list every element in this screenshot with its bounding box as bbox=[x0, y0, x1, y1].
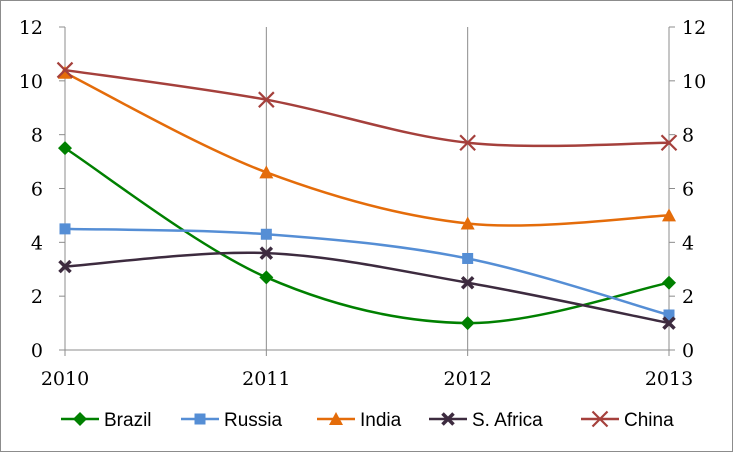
x-tick-label: 2013 bbox=[645, 368, 693, 390]
data-point-russia bbox=[462, 252, 474, 264]
y-tick-label-right: 12 bbox=[682, 17, 706, 39]
legend-label: Russia bbox=[224, 410, 283, 431]
data-point-russia bbox=[663, 309, 675, 321]
legend-item-china: China bbox=[581, 410, 674, 431]
y-tick-label-left: 10 bbox=[19, 71, 43, 93]
legend-label: China bbox=[624, 410, 674, 431]
x-tick-label: 2010 bbox=[41, 368, 89, 390]
y-tick-label-right: 6 bbox=[682, 179, 694, 201]
data-point-india bbox=[259, 165, 274, 179]
data-point-brazil bbox=[662, 275, 676, 290]
legend-item-russia: Russia bbox=[181, 410, 283, 431]
legend-item-brazil: Brazil bbox=[61, 410, 152, 431]
data-point-brazil bbox=[259, 270, 274, 285]
legend-label: S. Africa bbox=[472, 410, 543, 431]
data-point-s-africa bbox=[460, 275, 475, 290]
legend-marker bbox=[441, 412, 455, 426]
data-point-russia bbox=[260, 228, 272, 240]
data-point-china bbox=[258, 91, 275, 108]
y-tick-label-right: 2 bbox=[682, 286, 694, 308]
data-point-brazil bbox=[460, 316, 475, 331]
data-point-s-africa bbox=[259, 246, 274, 260]
data-point-s-africa bbox=[58, 259, 72, 274]
y-tick-label-left: 8 bbox=[31, 125, 43, 147]
y-tick-label-right: 8 bbox=[682, 125, 694, 147]
y-tick-label-left: 6 bbox=[31, 179, 43, 201]
data-point-india bbox=[460, 216, 475, 230]
legend-marker bbox=[194, 413, 206, 425]
legend-label: Brazil bbox=[104, 410, 152, 431]
x-tick-label: 2011 bbox=[242, 368, 290, 390]
x-tick-label: 2012 bbox=[443, 368, 491, 390]
series-line-s-africa bbox=[64, 251, 670, 325]
y-tick-label-left: 4 bbox=[31, 232, 43, 254]
legend-marker bbox=[329, 412, 343, 425]
series-line-india bbox=[64, 71, 670, 227]
data-point-brazil bbox=[58, 141, 72, 156]
y-tick-label-left: 12 bbox=[19, 17, 43, 39]
legend-label: India bbox=[360, 410, 402, 431]
data-point-russia bbox=[59, 223, 71, 235]
legend-marker bbox=[73, 412, 87, 426]
y-tick-label-right: 4 bbox=[682, 232, 694, 254]
legend-item-india: India bbox=[317, 410, 402, 431]
data-point-china bbox=[56, 61, 74, 79]
series-line-brazil bbox=[64, 147, 670, 325]
data-point-china bbox=[660, 134, 678, 152]
data-point-s-africa bbox=[662, 316, 676, 330]
y-tick-label-left: 0 bbox=[31, 340, 43, 362]
legend-item-s-africa: S. Africa bbox=[429, 410, 543, 431]
data-point-china bbox=[459, 134, 476, 152]
series-line-china bbox=[64, 68, 670, 148]
y-tick-label-right: 10 bbox=[682, 71, 706, 93]
series-line-russia bbox=[64, 227, 670, 317]
legend-marker bbox=[591, 410, 609, 428]
y-tick-label-right: 0 bbox=[682, 340, 694, 362]
data-point-india bbox=[662, 208, 676, 222]
y-tick-label-left: 2 bbox=[31, 286, 43, 308]
data-point-india bbox=[58, 65, 72, 79]
